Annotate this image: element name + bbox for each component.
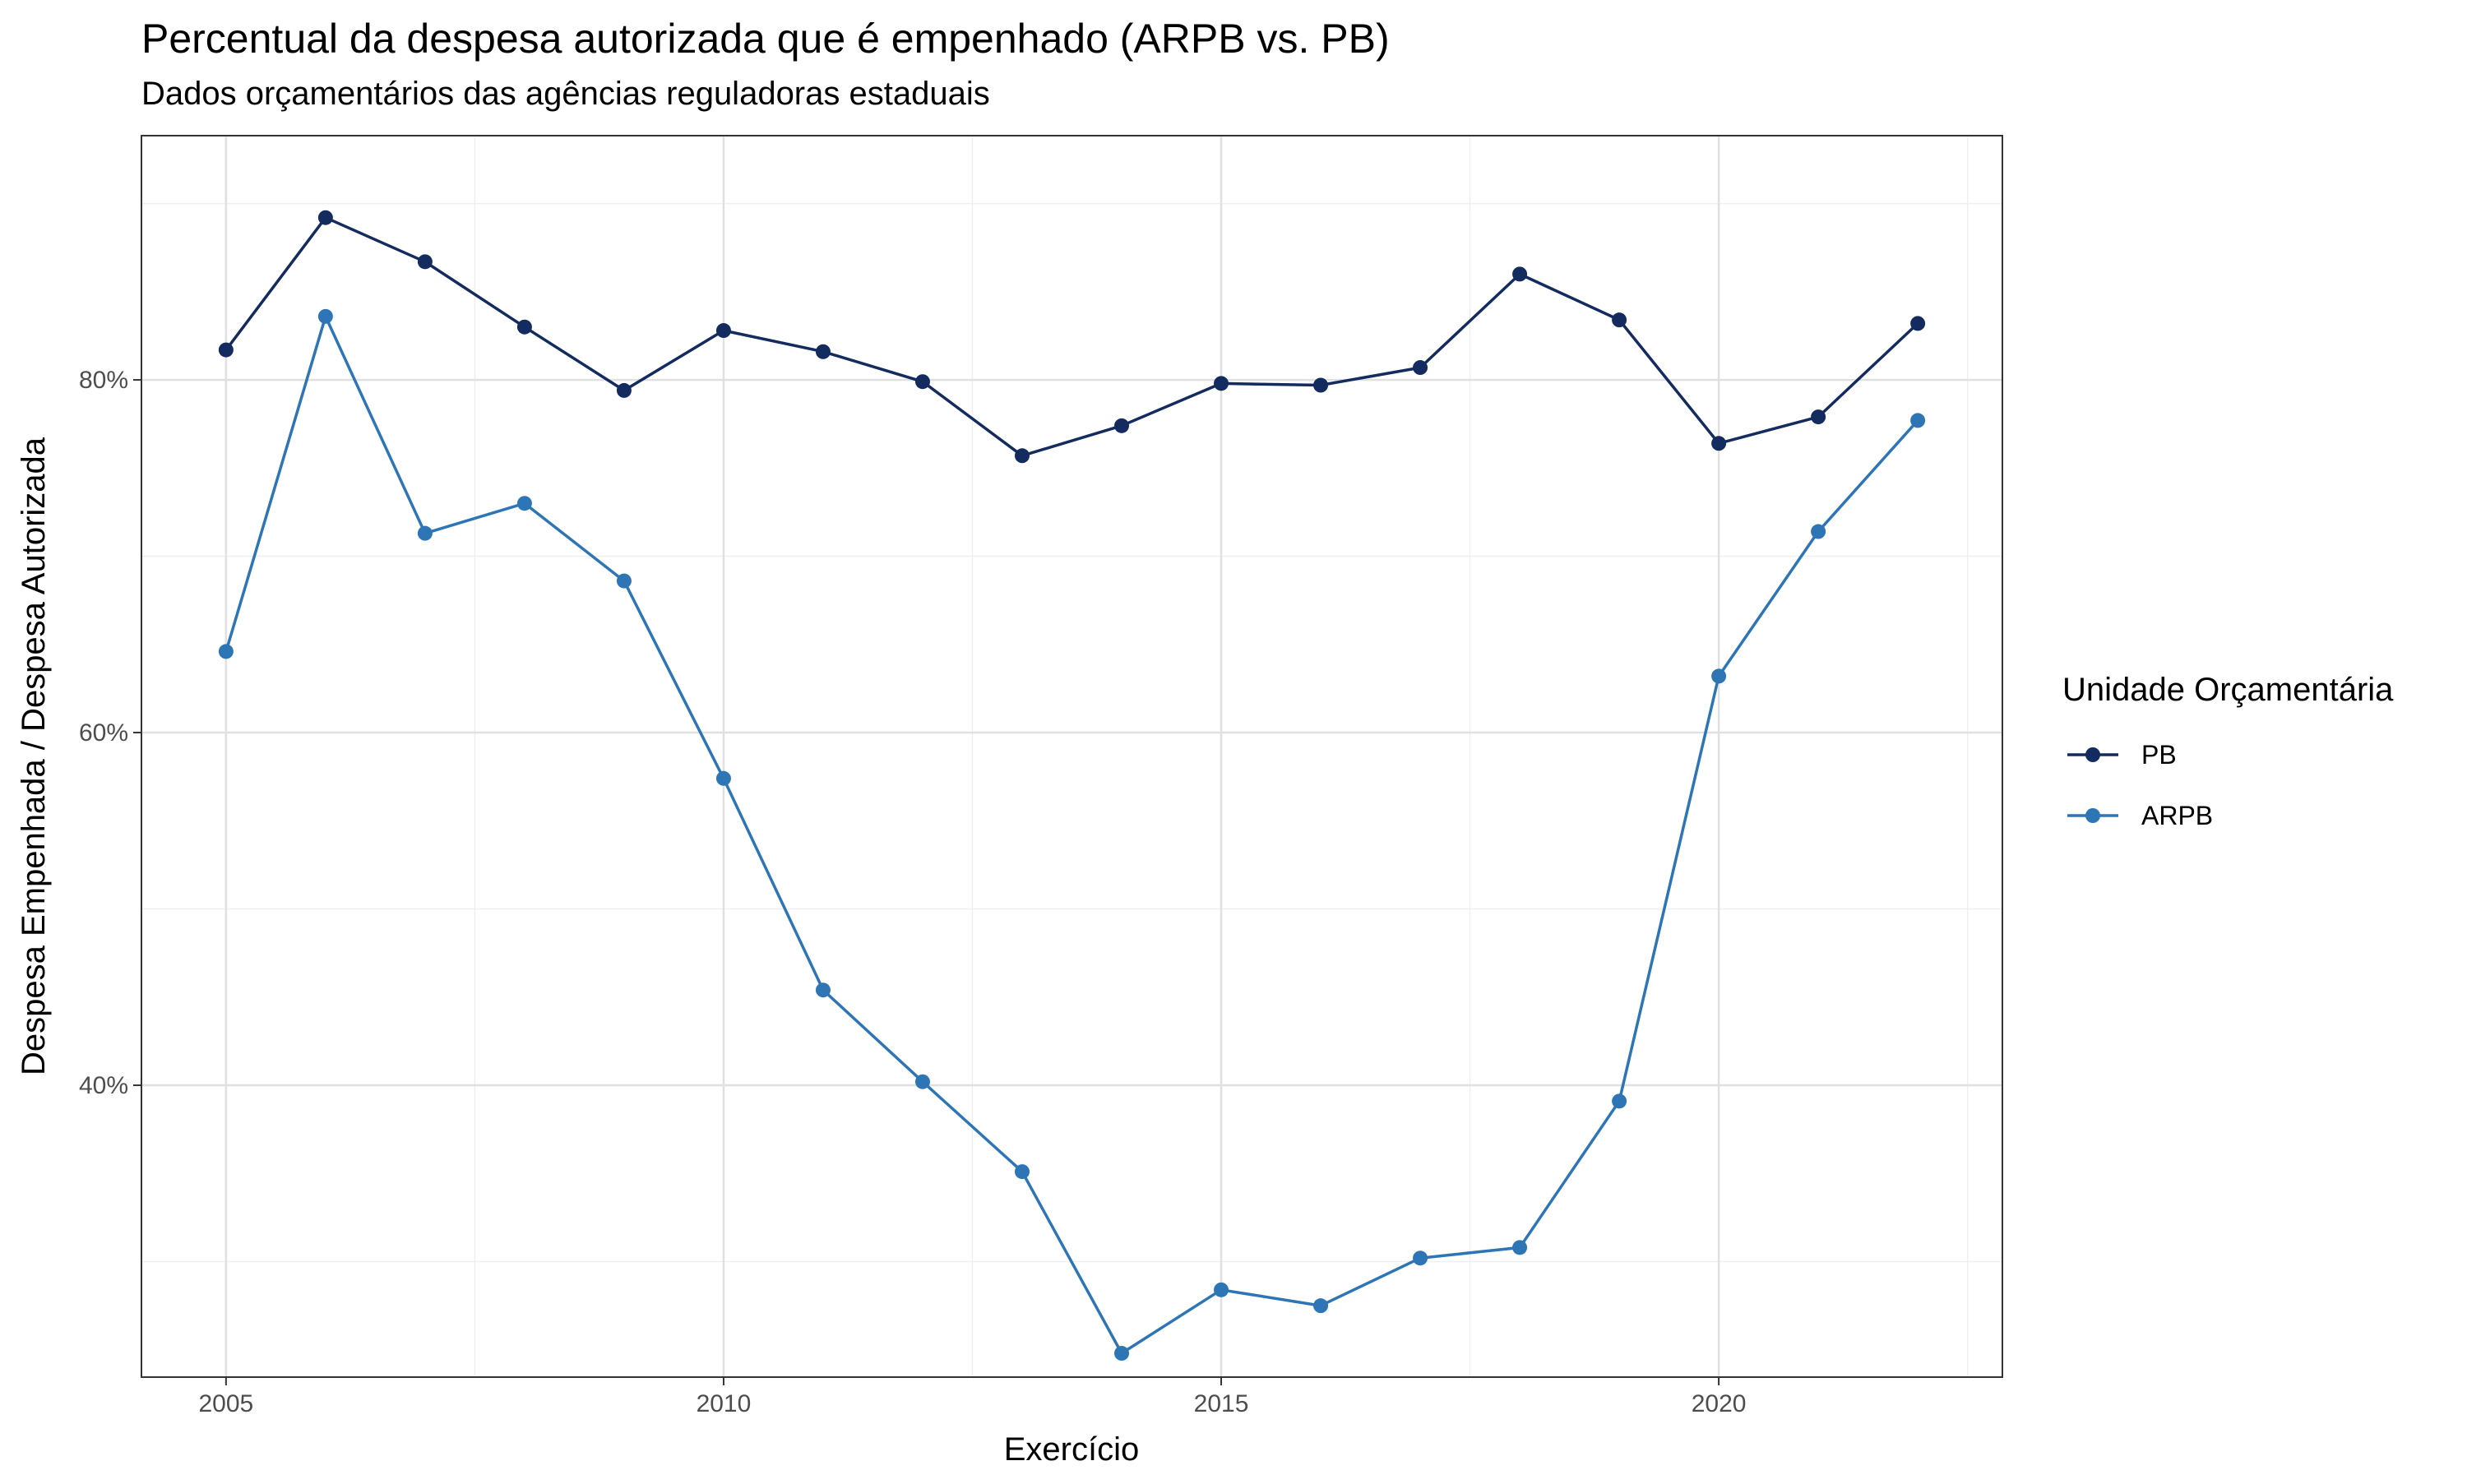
x-tick-label: 2015 xyxy=(1194,1390,1249,1417)
y-axis-title: Despesa Empenhada / Despesa Autorizada xyxy=(16,437,52,1075)
legend: Unidade Orçamentária PB ARPB xyxy=(2062,672,2394,830)
x-tick-label: 2005 xyxy=(198,1390,253,1417)
data-point-arpb xyxy=(1711,668,1727,684)
data-point-pb xyxy=(317,210,333,225)
data-point-arpb xyxy=(1612,1093,1627,1109)
data-point-arpb xyxy=(317,308,333,324)
data-point-pb xyxy=(1811,409,1826,425)
data-point-arpb xyxy=(1910,413,1926,428)
legend-item-arpb: ARPB xyxy=(2067,801,2213,830)
legend-key-point xyxy=(2085,808,2100,823)
data-point-arpb xyxy=(1014,1164,1030,1180)
data-point-pb xyxy=(1711,436,1727,451)
series-line-pb xyxy=(224,215,1919,458)
y-tick-label: 40% xyxy=(79,1072,128,1099)
data-point-pb xyxy=(417,254,433,270)
data-point-arpb xyxy=(1811,524,1826,539)
x-tick-label: 2020 xyxy=(1692,1390,1747,1417)
data-point-arpb xyxy=(1313,1298,1329,1314)
data-point-arpb xyxy=(616,573,632,589)
legend-items: PB ARPB xyxy=(2067,740,2213,830)
data-point-arpb xyxy=(417,525,433,541)
legend-key-point xyxy=(2085,747,2100,762)
x-tick-label: 2010 xyxy=(697,1390,752,1417)
data-point-pb xyxy=(1910,316,1926,331)
data-point-pb xyxy=(516,319,532,335)
series-pb xyxy=(218,210,1926,464)
data-point-pb xyxy=(1214,376,1229,391)
chart-title: Percentual da despesa autorizada que é e… xyxy=(141,16,1390,62)
legend-label: ARPB xyxy=(2141,801,2213,830)
axis-ticks: 2005 2010 2015 2020 40% 60% 80% xyxy=(79,367,1747,1417)
data-point-arpb xyxy=(1512,1240,1528,1255)
data-point-pb xyxy=(1512,266,1528,282)
series-arpb xyxy=(218,308,1926,1361)
data-point-arpb xyxy=(218,644,234,659)
data-point-pb xyxy=(1014,448,1030,464)
y-tick-label: 60% xyxy=(79,719,128,747)
x-axis-title: Exercício xyxy=(1004,1431,1140,1468)
data-point-pb xyxy=(1612,312,1627,328)
legend-item-pb: PB xyxy=(2067,740,2177,770)
series-lines xyxy=(218,210,1926,1361)
data-point-pb xyxy=(715,323,731,339)
data-point-pb xyxy=(1313,377,1329,393)
data-point-arpb xyxy=(914,1074,930,1089)
data-point-arpb xyxy=(715,770,731,786)
data-point-pb xyxy=(815,344,831,359)
data-point-arpb xyxy=(1114,1346,1130,1361)
data-point-pb xyxy=(1114,418,1130,433)
data-point-pb xyxy=(616,382,632,398)
data-point-pb xyxy=(1413,360,1428,376)
legend-label: PB xyxy=(2141,740,2177,770)
legend-title: Unidade Orçamentária xyxy=(2062,672,2394,708)
data-point-arpb xyxy=(1413,1251,1428,1266)
data-point-arpb xyxy=(1214,1282,1229,1297)
data-point-pb xyxy=(914,374,930,390)
y-tick-label: 80% xyxy=(79,367,128,394)
series-line-arpb xyxy=(224,315,1919,1355)
data-point-pb xyxy=(218,342,234,358)
data-point-arpb xyxy=(815,982,831,998)
data-point-arpb xyxy=(516,496,532,511)
panel-border xyxy=(141,135,2003,1378)
chart-subtitle: Dados orçamentários das agências regulad… xyxy=(141,76,990,112)
gridlines xyxy=(141,136,2002,1377)
